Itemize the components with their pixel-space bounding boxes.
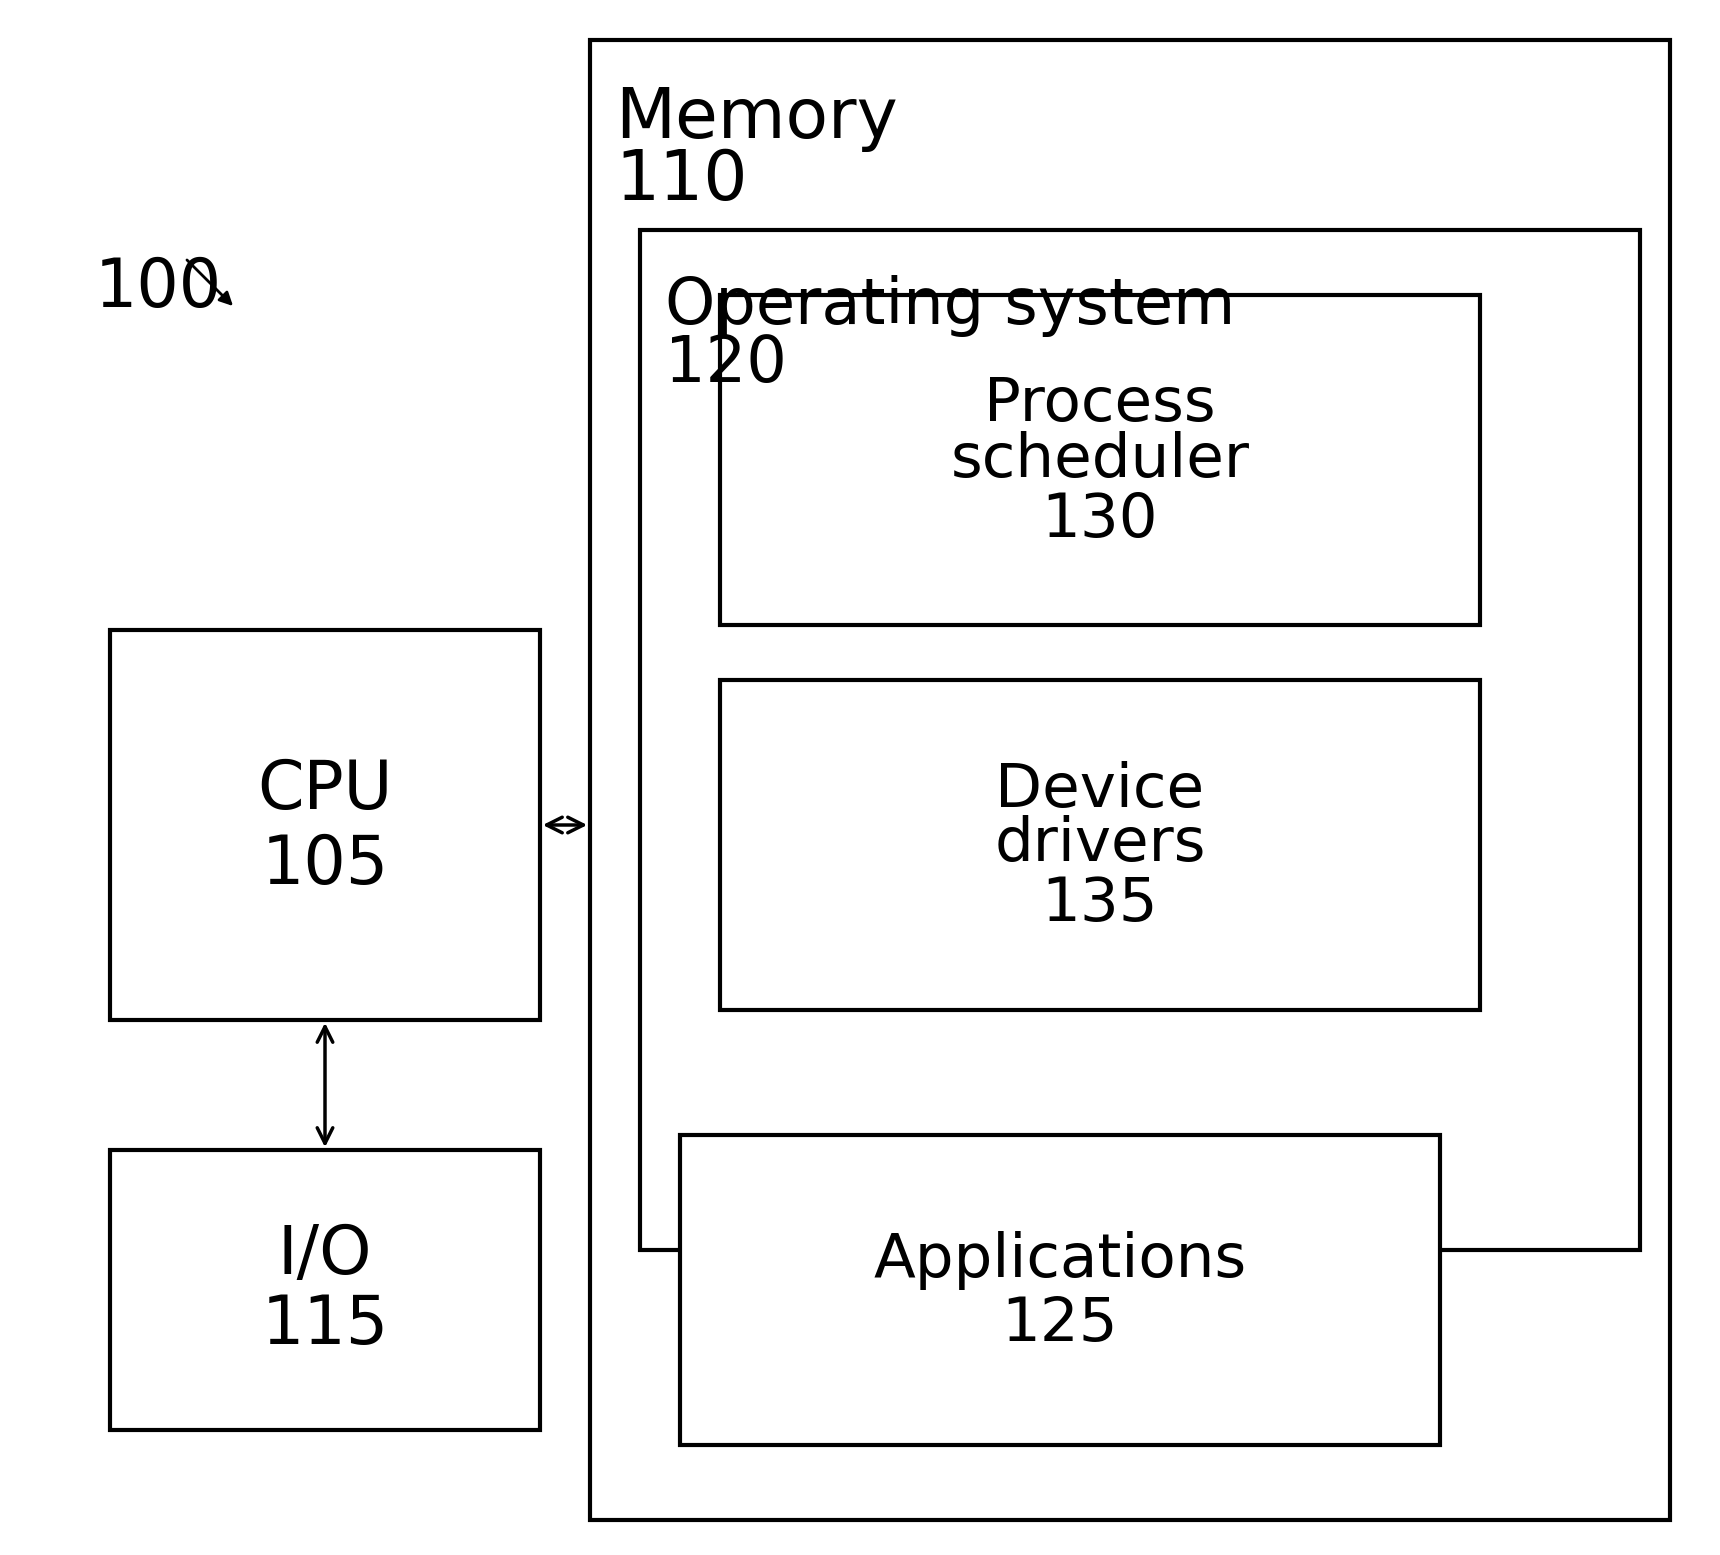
Text: Memory: Memory bbox=[616, 86, 898, 152]
Text: 115: 115 bbox=[261, 1292, 389, 1358]
Text: scheduler: scheduler bbox=[951, 431, 1249, 490]
Text: 125: 125 bbox=[1001, 1295, 1118, 1354]
Bar bbox=[590, 40, 1670, 1519]
Text: I/O: I/O bbox=[277, 1222, 372, 1288]
Text: Applications: Applications bbox=[874, 1230, 1247, 1289]
Text: 135: 135 bbox=[1042, 875, 1158, 935]
Text: CPU: CPU bbox=[258, 757, 392, 823]
Text: Device: Device bbox=[996, 760, 1204, 819]
Bar bbox=[679, 1135, 1440, 1445]
Text: 110: 110 bbox=[616, 148, 748, 215]
Bar bbox=[640, 230, 1639, 1250]
Text: 130: 130 bbox=[1042, 490, 1158, 549]
Text: Operating system: Operating system bbox=[666, 275, 1235, 337]
Text: Process: Process bbox=[984, 375, 1216, 434]
Text: 105: 105 bbox=[261, 832, 389, 897]
Bar bbox=[110, 1151, 540, 1431]
Bar bbox=[110, 630, 540, 1020]
Text: 100: 100 bbox=[95, 255, 222, 320]
Text: 120: 120 bbox=[666, 333, 786, 395]
Bar bbox=[721, 295, 1479, 625]
Text: drivers: drivers bbox=[994, 815, 1206, 874]
Bar bbox=[721, 680, 1479, 1011]
